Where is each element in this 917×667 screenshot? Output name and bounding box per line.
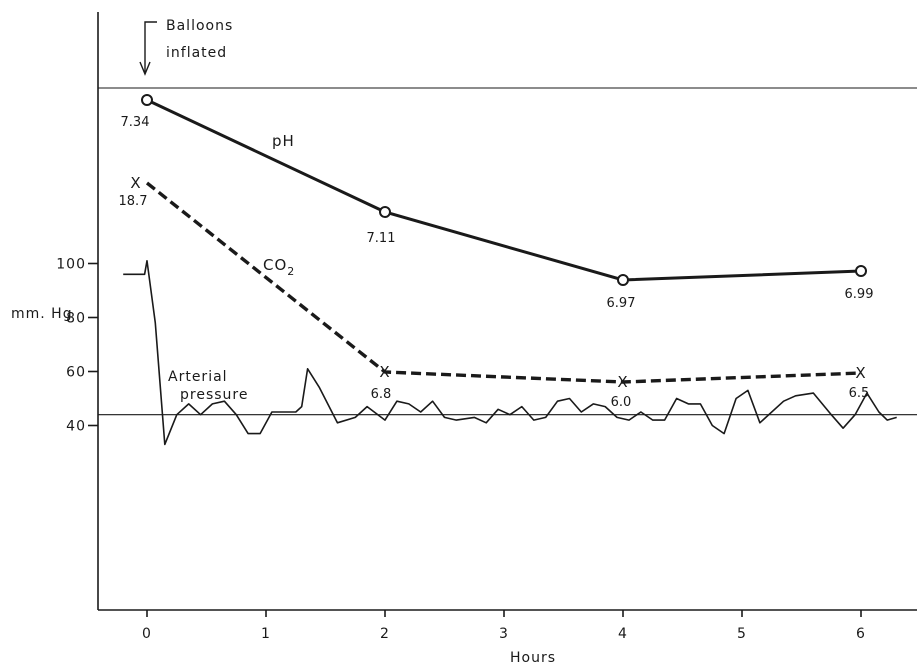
annotation-line2: inflated — [166, 45, 227, 61]
x-axis-label: Hours — [510, 650, 556, 666]
co2-marker: X — [617, 373, 628, 391]
co2-markers: X 18.7 X 6.8 X 6.0 X 6.5 — [119, 174, 870, 410]
y-tick-label: 40 — [66, 419, 86, 435]
ph-series-line — [146, 98, 862, 282]
co2-series-line — [145, 181, 862, 384]
co2-marker: X — [855, 364, 866, 382]
pressure-label-line1: Arterial — [168, 369, 228, 385]
x-tick-label: 4 — [618, 626, 628, 642]
ph-marker — [379, 206, 391, 218]
y-axis-label: mm. Hg — [11, 306, 73, 322]
co2-data-label: 6.5 — [849, 386, 870, 401]
y-tick-label: 80 — [66, 311, 86, 327]
co2-data-label: 18.7 — [119, 194, 148, 209]
ph-marker — [141, 94, 153, 106]
y-tick-label: 60 — [66, 365, 86, 381]
co2-marker: X — [130, 174, 141, 192]
ph-marker — [855, 265, 867, 277]
x-tick-label: 3 — [499, 626, 509, 642]
ph-data-label: 7.11 — [367, 231, 396, 246]
co2-data-label: 6.0 — [611, 395, 632, 410]
x-tick-label: 1 — [261, 626, 271, 642]
ph-data-label: 6.97 — [607, 296, 636, 311]
ph-series-label: pH — [272, 132, 295, 150]
x-ticks: 0 1 2 3 4 5 6 — [142, 610, 866, 642]
pressure-label-line2: pressure — [180, 387, 248, 403]
annotation-line1: Balloons — [166, 18, 233, 34]
co2-subscript: 2 — [287, 265, 295, 278]
x-tick-label: 0 — [142, 626, 152, 642]
y-ticks: 100 80 60 40 — [56, 257, 98, 435]
x-tick-label: 2 — [380, 626, 390, 642]
ph-markers: 7.34 7.11 6.97 6.99 — [121, 94, 874, 311]
annotation-arrow-head — [139, 61, 151, 76]
ph-data-label: 7.34 — [121, 115, 150, 130]
co2-data-label: 6.8 — [371, 387, 392, 402]
x-tick-label: 5 — [737, 626, 747, 642]
x-tick-label: 6 — [856, 626, 866, 642]
balloons-annotation: Balloons inflated — [139, 18, 233, 76]
co2-marker: X — [379, 363, 390, 381]
ph-marker — [617, 274, 629, 286]
co2-series-label: CO2 — [263, 256, 295, 278]
annotation-arrow — [144, 21, 157, 72]
ph-data-label: 6.99 — [845, 287, 874, 302]
y-tick-label: 100 — [56, 257, 86, 273]
arterial-pressure-line — [123, 260, 897, 446]
